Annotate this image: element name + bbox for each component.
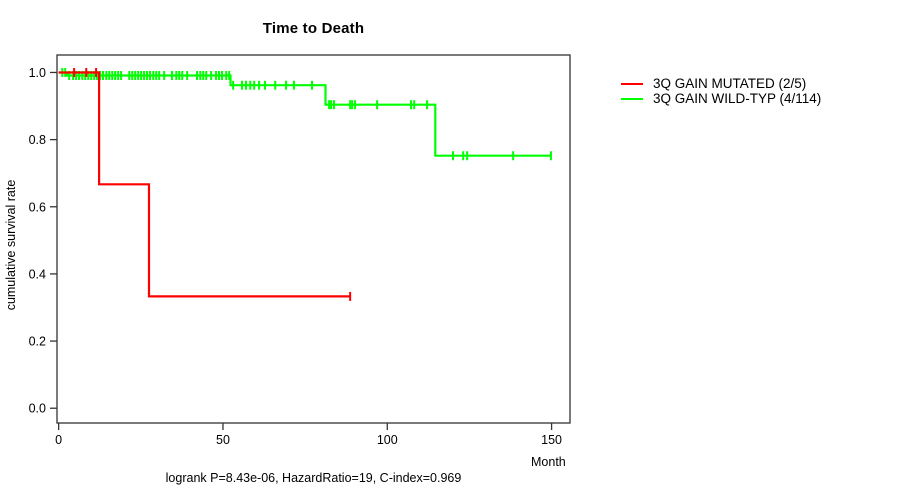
x-axis-label: Month (531, 455, 566, 469)
censor-ticks-mutated (73, 67, 352, 301)
y-tick-label: 1.0 (29, 66, 46, 80)
stats-caption: logrank P=8.43e-06, HazardRatio=19, C-in… (165, 471, 462, 485)
survival-curve-wild-typ (58, 67, 552, 161)
plot-frame (56, 54, 571, 424)
y-tick-label: 0.8 (29, 133, 46, 147)
y-tick-label: 0.6 (29, 200, 46, 214)
x-tick-label: 150 (541, 433, 562, 447)
x-tick-label: 100 (377, 433, 398, 447)
y-tick-label: 0.4 (29, 267, 46, 281)
legend-item-wild-typ: 3Q GAIN WILD-TYP (4/114) (621, 91, 821, 106)
x-tick-label: 0 (55, 433, 62, 447)
legend-label-mutated: 3Q GAIN MUTATED (2/5) (653, 76, 807, 91)
km-step-line-wild-typ (58, 71, 552, 157)
chart-title: Time to Death (262, 20, 365, 37)
legend-label-wild-typ: 3Q GAIN WILD-TYP (4/114) (653, 91, 822, 106)
y-tick-label: 0.2 (29, 335, 46, 349)
km-step-line-mutated (58, 71, 351, 298)
legend: 3Q GAIN MUTATED (2/5) 3Q GAIN WILD-TYP (… (621, 76, 821, 106)
legend-line-red-icon (621, 82, 643, 85)
x-tick-label: 50 (216, 433, 230, 447)
legend-line-green-icon (621, 97, 643, 100)
survival-curve-mutated (58, 67, 352, 301)
y-tick-label: 0.0 (29, 402, 46, 416)
legend-item-mutated: 3Q GAIN MUTATED (2/5) (621, 76, 821, 91)
y-axis: 0.0 0.2 0.4 0.6 0.8 1.0 (29, 66, 57, 416)
x-axis: 0 50 100 150 (55, 423, 562, 447)
censor-ticks-wild-typ (61, 67, 552, 161)
